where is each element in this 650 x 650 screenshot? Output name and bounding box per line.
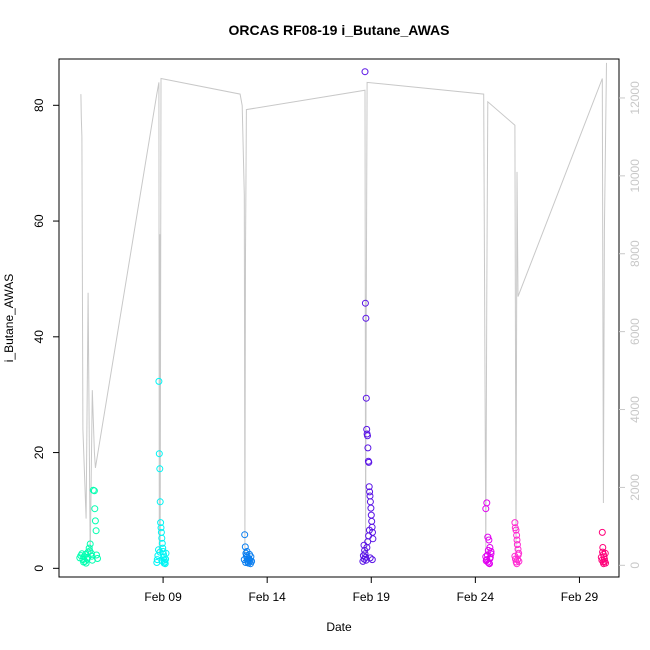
data-point [365,526,373,534]
data-point [91,517,99,525]
data-point [93,551,100,559]
data-point [92,527,100,535]
secondary-line-layer [80,62,607,558]
data-point [158,534,166,542]
y-tick-label: 60 [32,214,46,228]
y2-tick-label: 6000 [628,318,642,345]
data-point [367,504,375,512]
data-point [366,492,374,500]
y2-tick-label: 2000 [628,474,642,501]
data-point [515,557,523,565]
data-point [513,531,521,539]
data-point [486,553,494,561]
data-point [513,536,521,544]
data-point [90,487,98,495]
data-point [597,553,605,561]
data-point [156,465,164,473]
data-point [243,548,251,555]
data-point [359,552,367,560]
data-point [512,526,520,534]
data-point [485,536,493,544]
data-point [514,556,522,564]
data-point [366,498,374,506]
data-point [361,550,369,558]
series-rf08 [76,486,101,567]
y-tick-label: 40 [32,330,46,344]
data-point [365,532,373,540]
x-tick-label: Feb 19 [353,590,391,604]
series-rf14 [597,528,609,568]
x-tick-label: Feb 24 [457,590,495,604]
series-rf13 [511,519,523,568]
data-point [155,450,163,458]
data-point [483,499,491,507]
data-point [86,540,94,548]
data-point [361,68,369,76]
data-point [158,557,166,565]
data-point [598,528,606,536]
y2-tick-label: 4000 [628,396,642,423]
y2-tick-label: 12000 [628,81,642,115]
data-point [80,558,88,566]
y-axis-label: i_Butane_AWAS [2,274,16,363]
data-point [366,554,374,562]
y2-tick-label: 0 [628,562,642,569]
x-tick-label: Feb 14 [248,590,286,604]
data-point [362,394,370,402]
data-point [157,519,165,527]
data-point [368,517,376,525]
data-point [155,377,163,385]
data-point [364,432,371,440]
data-point [599,544,607,551]
data-point [367,511,375,519]
data-point [157,524,165,532]
data-points-layer [76,68,609,568]
y-tick-label: 20 [32,446,46,460]
x-tick-label: Feb 09 [144,590,182,604]
data-point [84,553,92,561]
data-point [368,556,376,564]
series-rf09 [153,377,170,568]
x-axis-label: Date [326,620,352,634]
chart-title: ORCAS RF08-19 i_Butane_AWAS [229,22,450,38]
data-point [158,539,166,547]
data-point [91,505,99,513]
data-point [241,531,249,539]
data-point [484,546,492,554]
data-point [160,559,168,567]
y-tick-label: 80 [32,98,46,112]
y-axis-right: 0 2000 4000 6000 8000 10000 12000 [619,81,642,569]
data-point [599,548,607,556]
data-point [362,314,370,322]
data-point [600,560,608,568]
series-rf11 [359,68,377,565]
y-axis-left: 0 20 40 60 80 [32,98,59,572]
data-point [156,498,164,506]
data-point [88,552,96,560]
series-rf12 [482,499,495,568]
data-point [513,541,521,549]
y2-tick-label: 10000 [628,159,642,193]
y2-tick-label: 8000 [628,240,642,267]
x-tick-label: Feb 29 [561,590,599,604]
data-point [598,556,606,564]
data-point [511,519,519,527]
data-point [361,299,369,307]
data-point [365,458,373,466]
secondary-series-line [80,62,607,558]
data-point [94,555,101,562]
x-axis: Feb 09 Feb 14 Feb 19 Feb 24 Feb 29 [144,577,598,604]
series-rf10 [240,531,256,568]
data-point [513,560,521,568]
data-point [364,444,372,452]
data-point [156,548,164,556]
data-point [600,553,608,561]
plot-frame [58,58,620,578]
data-point [365,483,373,491]
y-tick-label: 0 [32,565,46,572]
data-point [153,556,161,564]
data-point [245,556,253,564]
data-point [366,488,374,496]
